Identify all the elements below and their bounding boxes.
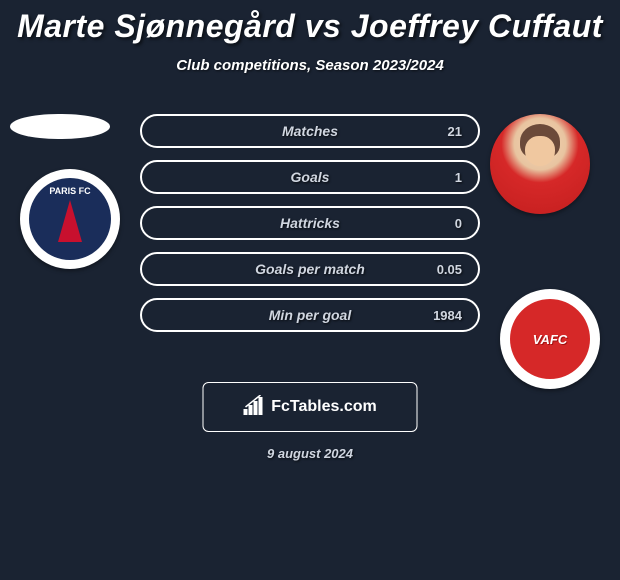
date-text: 9 august 2024: [267, 446, 353, 461]
stat-rows: Matches 21 Goals 1 Hattricks 0 Goals per…: [140, 114, 480, 344]
paris-fc-label: PARIS FC: [49, 186, 90, 196]
stat-row-min-per-goal: Min per goal 1984: [140, 298, 480, 332]
footer-brand-text: FcTables.com: [271, 398, 377, 416]
stat-label: Goals per match: [255, 261, 365, 277]
stat-row-goals-per-match: Goals per match 0.05: [140, 252, 480, 286]
vafc-logo: VAFC: [510, 299, 590, 379]
stat-right-value: 1: [432, 170, 462, 185]
subtitle: Club competitions, Season 2023/2024: [0, 57, 620, 74]
player-right-avatar: [490, 114, 590, 214]
page-title: Marte Sjønnegård vs Joeffrey Cuffaut: [0, 8, 620, 45]
stat-row-hattricks: Hattricks 0: [140, 206, 480, 240]
footer-brand-box: FcTables.com: [203, 382, 418, 432]
stat-right-value: 0: [432, 216, 462, 231]
bar-chart-icon: [243, 395, 265, 420]
vafc-label: VAFC: [533, 332, 567, 347]
stat-right-value: 1984: [432, 308, 462, 323]
eiffel-tower-icon: [58, 200, 82, 242]
comparison-card: Marte Sjønnegård vs Joeffrey Cuffaut Clu…: [0, 0, 620, 394]
stats-area: PARIS FC VAFC Matches 21 Goals 1: [0, 114, 620, 394]
stat-label: Matches: [282, 123, 338, 139]
club-left-badge: PARIS FC: [20, 169, 120, 269]
paris-fc-logo: PARIS FC: [29, 178, 111, 260]
stat-row-goals: Goals 1: [140, 160, 480, 194]
stat-right-value: 0.05: [432, 262, 462, 277]
club-right-badge: VAFC: [500, 289, 600, 389]
stat-label: Goals: [291, 169, 330, 185]
stat-label: Min per goal: [269, 307, 351, 323]
stat-row-matches: Matches 21: [140, 114, 480, 148]
player-left-placeholder: [10, 114, 110, 139]
stat-right-value: 21: [432, 124, 462, 139]
stat-label: Hattricks: [280, 215, 340, 231]
